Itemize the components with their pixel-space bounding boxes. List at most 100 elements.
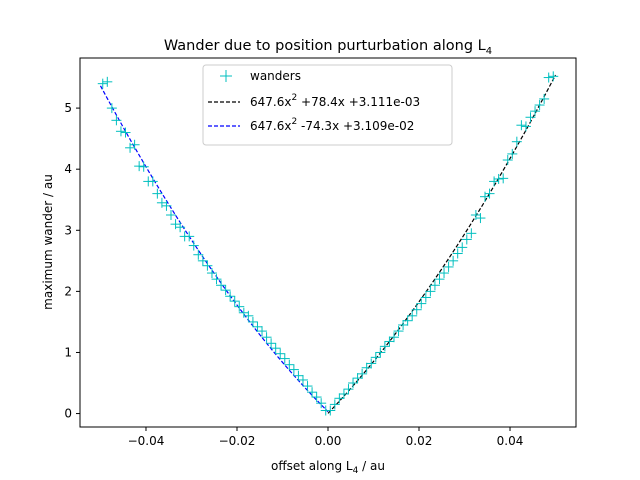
data-point-marker xyxy=(307,387,318,398)
data-point-marker xyxy=(115,126,126,137)
data-point-marker xyxy=(266,338,277,349)
data-point-marker xyxy=(507,148,518,159)
data-markers xyxy=(97,71,559,416)
data-point-marker xyxy=(416,298,427,309)
data-point-marker xyxy=(225,291,236,302)
data-point-marker xyxy=(425,286,436,297)
x-tick-label: 0.00 xyxy=(315,434,342,448)
data-point-marker xyxy=(288,364,299,375)
data-point-marker xyxy=(147,176,158,187)
data-point-marker xyxy=(338,389,349,400)
data-point-marker xyxy=(97,78,108,89)
data-point-marker xyxy=(393,326,404,337)
data-point-marker xyxy=(384,336,395,347)
data-point-marker xyxy=(370,352,381,363)
legend-label-wanders: wanders xyxy=(250,69,301,83)
data-point-marker xyxy=(134,161,145,172)
data-point-marker xyxy=(516,120,527,131)
data-point-marker xyxy=(120,127,131,138)
data-point-marker xyxy=(161,200,172,211)
data-point-marker xyxy=(111,115,122,126)
data-point-marker xyxy=(297,374,308,385)
y-tick-label: 2 xyxy=(64,284,72,298)
data-point-marker xyxy=(293,370,304,381)
chart-title-subscript: 4 xyxy=(486,46,492,57)
data-point-marker xyxy=(411,304,422,315)
data-point-marker xyxy=(343,384,354,395)
data-point-marker xyxy=(102,76,113,87)
data-point-marker xyxy=(334,393,345,404)
data-point-marker xyxy=(175,222,186,233)
data-point-marker xyxy=(129,139,140,150)
x-tick-label: 0.04 xyxy=(497,434,524,448)
data-point-marker xyxy=(257,326,268,337)
data-point-marker xyxy=(247,316,258,327)
x-tick-label: −0.02 xyxy=(219,434,256,448)
data-point-marker xyxy=(548,71,559,82)
x-axis-label-unit: / au xyxy=(358,459,385,473)
y-tick-label: 3 xyxy=(64,223,72,237)
data-point-marker xyxy=(448,255,459,266)
data-point-marker xyxy=(229,296,240,307)
y-tick-label: 5 xyxy=(64,101,72,115)
fit-negative-label-tail: -74.3x +3.109e-02 xyxy=(297,119,414,133)
y-tick-label: 0 xyxy=(64,407,72,421)
x-tick-label: 0.02 xyxy=(406,434,433,448)
data-point-marker xyxy=(106,103,117,114)
y-tick-label: 4 xyxy=(64,162,72,176)
data-point-marker xyxy=(270,343,281,354)
data-point-marker xyxy=(166,210,177,221)
data-point-marker xyxy=(525,112,536,123)
y-axis-ticks: 0 1 2 3 4 5 xyxy=(64,101,80,421)
legend-entry-wanders: wanders xyxy=(220,69,301,83)
data-point-marker xyxy=(434,274,445,285)
data-point-marker xyxy=(197,255,208,266)
legend-entry-fit-negative: 647.6x2 -74.3x +3.109e-02 xyxy=(208,117,414,133)
data-point-marker xyxy=(352,373,363,384)
data-point-marker xyxy=(452,248,463,259)
fit-positive-label-exponent: 2 xyxy=(291,93,297,103)
data-point-marker xyxy=(325,405,336,416)
data-point-marker xyxy=(493,173,504,184)
data-point-marker xyxy=(461,234,472,245)
fit-positive-label-main: 647.6x xyxy=(250,95,291,109)
data-point-marker xyxy=(279,353,290,364)
data-point-marker xyxy=(206,268,217,279)
data-point-marker xyxy=(152,188,163,199)
data-point-marker xyxy=(302,381,313,392)
y-axis-label: maximum wander / au xyxy=(41,174,55,310)
data-point-marker xyxy=(193,249,204,260)
data-point-marker xyxy=(520,121,531,132)
data-point-marker xyxy=(475,213,486,224)
data-point-marker xyxy=(311,392,322,403)
data-point-marker xyxy=(429,280,440,291)
data-point-marker xyxy=(502,155,513,166)
y-tick-label: 1 xyxy=(64,345,72,359)
data-point-marker xyxy=(361,362,372,373)
legend-plus-marker-icon xyxy=(220,70,232,82)
chart-title-main: Wander due to position purturbation alon… xyxy=(164,38,486,54)
data-point-marker xyxy=(252,321,263,332)
data-point-marker xyxy=(138,161,149,172)
data-point-marker xyxy=(366,358,377,369)
x-axis-label-subscript: 4 xyxy=(353,466,359,476)
fit-curve-1 xyxy=(327,74,557,414)
data-point-marker xyxy=(530,106,541,117)
data-point-marker xyxy=(457,242,468,253)
fit-negative-label-exponent: 2 xyxy=(291,117,297,127)
legend-label-fit-positive: 647.6x2 +78.4x +3.111e-03 xyxy=(250,93,420,109)
data-point-marker xyxy=(539,93,550,104)
data-point-marker xyxy=(357,368,368,379)
data-point-marker xyxy=(188,240,199,251)
data-point-marker xyxy=(498,173,509,184)
data-point-marker xyxy=(534,100,545,111)
fit-positive-label-tail: +78.4x +3.111e-03 xyxy=(297,95,420,109)
data-point-marker xyxy=(439,268,450,279)
legend-box xyxy=(202,64,453,146)
data-point-marker xyxy=(489,176,500,187)
data-point-marker xyxy=(216,280,227,291)
x-axis-label: offset along L4 / au xyxy=(271,459,385,476)
data-point-marker xyxy=(407,310,418,321)
legend: wanders 647.6x2 +78.4x +3.111e-03 647.6x… xyxy=(202,64,453,146)
